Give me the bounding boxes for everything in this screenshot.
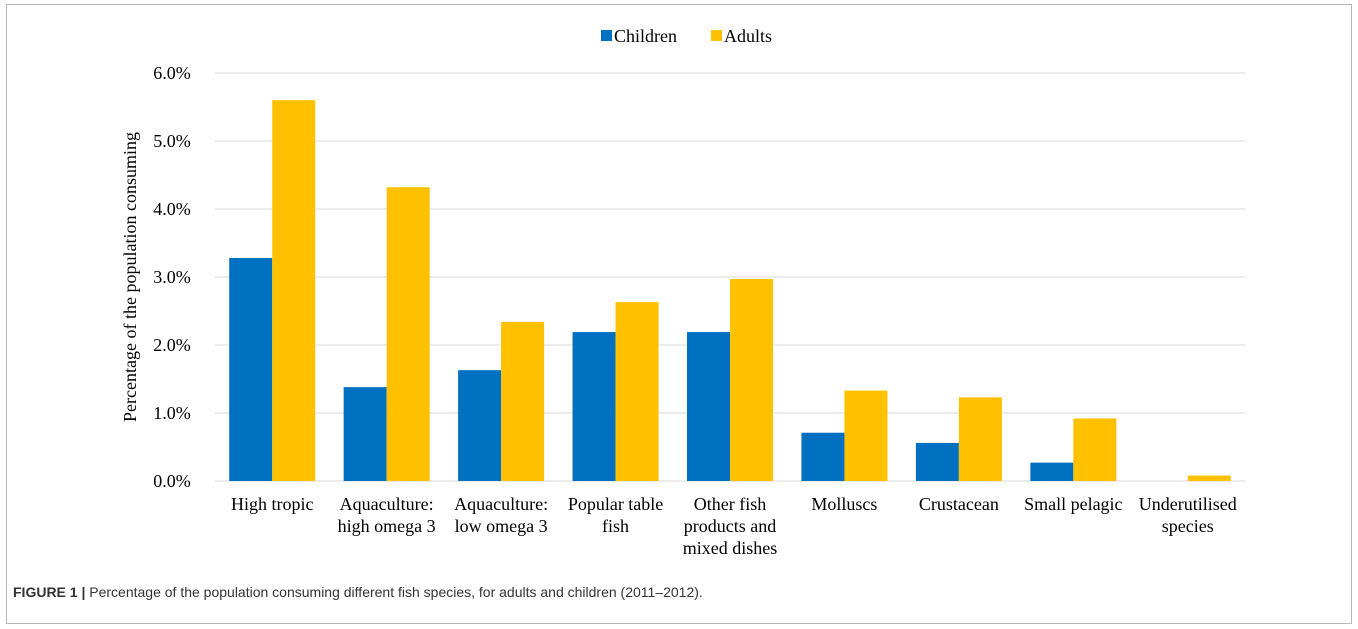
x-tick-label-line: fish [602, 516, 629, 536]
x-tick-label: Small pelagic [1024, 494, 1122, 514]
x-tick-label: Popular table fish [568, 494, 663, 536]
x-tick-label-line: Small pelagic [1024, 494, 1122, 514]
legend-swatch-adults [711, 30, 722, 41]
bar-children [1030, 462, 1074, 481]
bar-children [458, 370, 502, 481]
x-tick-label-line: species [1162, 516, 1214, 536]
y-tick-label: 5.0% [153, 131, 191, 151]
x-tick-label-line: low omega 3 [455, 516, 548, 536]
y-tick-label: 0.0% [153, 471, 191, 491]
legend-swatch-children [601, 30, 612, 41]
x-tick-label-line: products and [684, 516, 776, 536]
x-tick-label-line: Underutilised [1139, 494, 1237, 514]
bar-children [572, 332, 616, 481]
legend: Children Adults [601, 26, 772, 46]
bar-children [343, 387, 387, 481]
x-tick-label: High tropic [231, 494, 314, 514]
x-tick-label-line: Aquaculture: [454, 494, 548, 514]
y-tick-label: 2.0% [153, 335, 191, 355]
legend-label-children: Children [614, 26, 677, 46]
bar-children [687, 332, 730, 481]
caption-text: Percentage of the population consuming d… [85, 584, 703, 600]
x-tick-label-line: Crustacean [919, 494, 999, 514]
x-tick-label: Crustacean [919, 494, 999, 514]
y-tick-label: 1.0% [153, 403, 191, 423]
y-tick-label: 4.0% [153, 199, 191, 219]
bar-adults [386, 187, 430, 482]
x-tick-label-line: Other fish [694, 494, 766, 514]
bar-children [915, 442, 959, 481]
bar-adults [844, 390, 888, 481]
x-tick-label-line: High tropic [231, 494, 314, 514]
x-tick-label-line: Popular table [568, 494, 663, 514]
bar-children [229, 257, 273, 481]
x-tick-label: Molluscs [811, 494, 877, 514]
x-tick-label: Aquaculture: high omega 3 [338, 494, 436, 536]
bar-adults [272, 100, 316, 481]
x-tick-label-line: mixed dishes [683, 538, 778, 558]
y-axis-label: Percentage of the population consuming [120, 132, 140, 422]
bars [229, 100, 1231, 482]
bar-adults [501, 321, 545, 481]
figure-caption: FIGURE 1 | Percentage of the population … [13, 584, 703, 600]
y-tick-label: 6.0% [153, 63, 191, 83]
x-tick-label-line: Molluscs [811, 494, 877, 514]
bar-adults [730, 279, 773, 481]
y-axis-ticks: 0.0% 1.0% 2.0% 3.0% 4.0% 5.0% 6.0% [153, 63, 191, 491]
legend-label-adults: Adults [724, 26, 772, 46]
x-tick-label: Other fish products and mixed dishes [683, 494, 778, 558]
bar-adults [1073, 418, 1117, 481]
x-axis-ticks: High tropic Aquaculture: high omega 3Aquac… [231, 494, 1237, 558]
bar-children [801, 432, 845, 481]
bar-adults [1187, 475, 1231, 481]
x-tick-label-line: Aquaculture: [340, 494, 434, 514]
x-tick-label-line: high omega 3 [338, 516, 436, 536]
x-tick-label: Aquaculture: low omega 3 [454, 494, 548, 536]
bar-adults [615, 302, 659, 481]
caption-label: FIGURE 1 | [13, 584, 86, 600]
bar-adults [958, 397, 1002, 481]
x-tick-label: Underutilised species [1139, 494, 1237, 536]
y-tick-label: 3.0% [153, 267, 191, 287]
